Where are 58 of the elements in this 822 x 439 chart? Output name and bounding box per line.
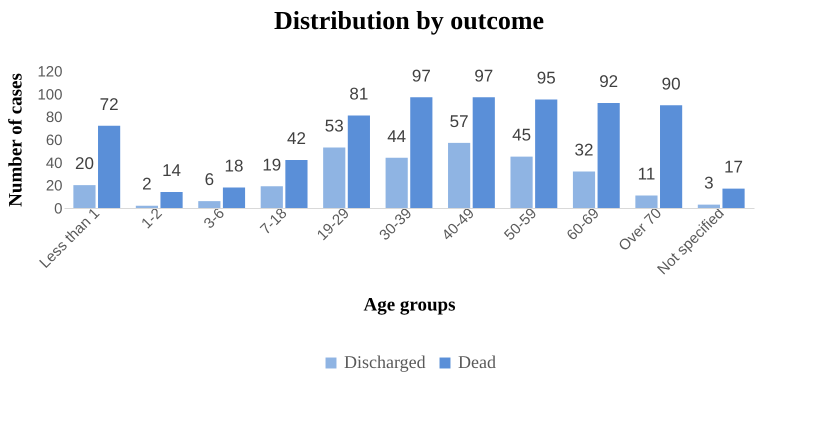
bar [260,186,283,208]
data-label: 97 [474,66,494,86]
bar [198,201,220,208]
bar [448,142,470,208]
legend-label: Dead [458,352,496,372]
legend-label: Discharged [344,352,426,372]
bar [73,185,96,208]
data-label: 17 [724,158,744,177]
y-tick-label: 40 [46,154,62,172]
y-axis-title: Number of cases [5,73,26,207]
data-label: 3 [704,174,714,193]
data-label: 2 [142,174,152,194]
data-label: 19 [262,155,282,174]
bar [635,195,658,208]
y-tick-label: 60 [46,132,62,149]
y-tick-label: 120 [37,64,62,80]
bar [386,158,408,208]
data-label: 92 [599,72,618,91]
data-label: 95 [536,68,556,88]
data-label: 81 [349,84,368,104]
y-tick-label: 100 [37,86,62,104]
bar [572,171,596,208]
bar [348,116,370,208]
x-tick-label: 1-2 [138,204,166,232]
y-tick-label: 20 [46,178,62,195]
data-label: 20 [75,154,94,174]
y-tick-label: 0 [54,200,62,218]
data-label: 44 [387,126,406,146]
data-label: 57 [450,112,469,131]
bar [660,105,682,208]
data-label: 53 [324,116,344,136]
bar [323,147,346,208]
data-label: 45 [512,126,532,145]
data-label: 42 [286,129,306,148]
bar [535,100,558,208]
bar [222,187,246,208]
y-tick-label: 80 [46,109,62,126]
data-label: 18 [224,156,244,176]
data-label: 72 [100,94,119,114]
x-tick-label: 7-18 [257,204,290,238]
bar [285,160,308,208]
bar [410,97,432,208]
data-label: 11 [638,164,656,184]
bar [598,102,620,208]
x-axis-title: Age groups [363,294,456,316]
bar [472,97,495,208]
data-label: 97 [412,66,431,86]
chart-title: Distribution by outcome [274,6,544,35]
bar [98,126,120,208]
x-tick-label: 3-6 [200,204,228,232]
data-label: 32 [574,140,594,160]
bar [510,156,533,208]
data-label: 90 [662,74,681,94]
data-label: 14 [162,161,182,180]
bar [722,188,745,208]
data-label: 6 [204,170,214,190]
bar [160,192,183,208]
bar [698,204,720,208]
